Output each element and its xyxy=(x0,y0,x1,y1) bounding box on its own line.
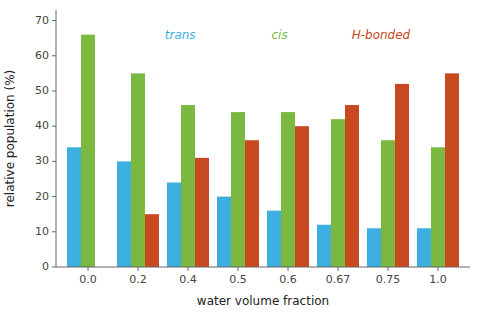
bar xyxy=(381,140,395,267)
bar xyxy=(281,112,295,267)
x-tick xyxy=(438,267,439,271)
y-tick-label: 10 xyxy=(35,225,49,238)
y-axis-label: relative population (%) xyxy=(3,70,17,208)
bar xyxy=(167,183,181,267)
x-tick-label: 0.4 xyxy=(179,273,197,286)
x-tick-label: 0.75 xyxy=(376,273,401,286)
y-tick xyxy=(52,20,56,21)
bar xyxy=(131,73,145,267)
y-tick-label: 30 xyxy=(35,154,49,167)
x-tick-label: 0.6 xyxy=(279,273,297,286)
y-tick xyxy=(52,90,56,91)
bars xyxy=(67,35,459,267)
bar xyxy=(445,73,459,267)
y-tick xyxy=(52,267,56,268)
y-tick-label: 0 xyxy=(42,260,49,273)
y-tick xyxy=(52,126,56,127)
x-tick-label: 0.67 xyxy=(326,273,351,286)
bar xyxy=(145,214,159,267)
bar xyxy=(267,211,281,267)
bar xyxy=(245,140,259,267)
series-label: trans xyxy=(165,28,196,42)
series-label: H-bonded xyxy=(352,28,411,42)
chart: 0 10 20 30 40 50 60 70 0.0 0.2 0.4 0.5 0.6 0.67 0.75 1.… xyxy=(0,0,482,313)
bar xyxy=(395,84,409,267)
y-axis-line xyxy=(56,10,57,267)
bar xyxy=(431,147,445,267)
bar xyxy=(195,158,209,267)
x-tick-label: 0.2 xyxy=(129,273,147,286)
y-tick xyxy=(52,161,56,162)
x-tick-label: 1.0 xyxy=(429,273,447,286)
x-tick-label: 0.5 xyxy=(229,273,247,286)
x-tick-label: 0.0 xyxy=(79,273,97,286)
y-tick-label: 50 xyxy=(35,84,49,97)
bar xyxy=(317,225,331,267)
y-tick-label: 20 xyxy=(35,190,49,203)
y-tick-label: 60 xyxy=(35,49,49,62)
x-axis-label: water volume fraction xyxy=(197,294,329,308)
x-tick xyxy=(188,267,189,271)
x-tick xyxy=(138,267,139,271)
y-tick-label: 40 xyxy=(35,119,49,132)
x-tick xyxy=(288,267,289,271)
bar xyxy=(367,228,381,267)
y-tick xyxy=(52,55,56,56)
x-tick xyxy=(388,267,389,271)
x-axis-line xyxy=(56,267,470,268)
bar xyxy=(231,112,245,267)
y-tick-label: 70 xyxy=(35,14,49,27)
bar xyxy=(67,147,81,267)
y-tick xyxy=(52,196,56,197)
x-tick xyxy=(238,267,239,271)
bar xyxy=(181,105,195,267)
y-tick xyxy=(52,231,56,232)
bar xyxy=(417,228,431,267)
bar xyxy=(117,161,131,267)
bar xyxy=(295,126,309,267)
x-tick xyxy=(88,267,89,271)
bar xyxy=(217,197,231,267)
bar xyxy=(345,105,359,267)
bar xyxy=(81,35,95,267)
bar xyxy=(331,119,345,267)
x-tick xyxy=(338,267,339,271)
series-label: cis xyxy=(271,28,287,42)
